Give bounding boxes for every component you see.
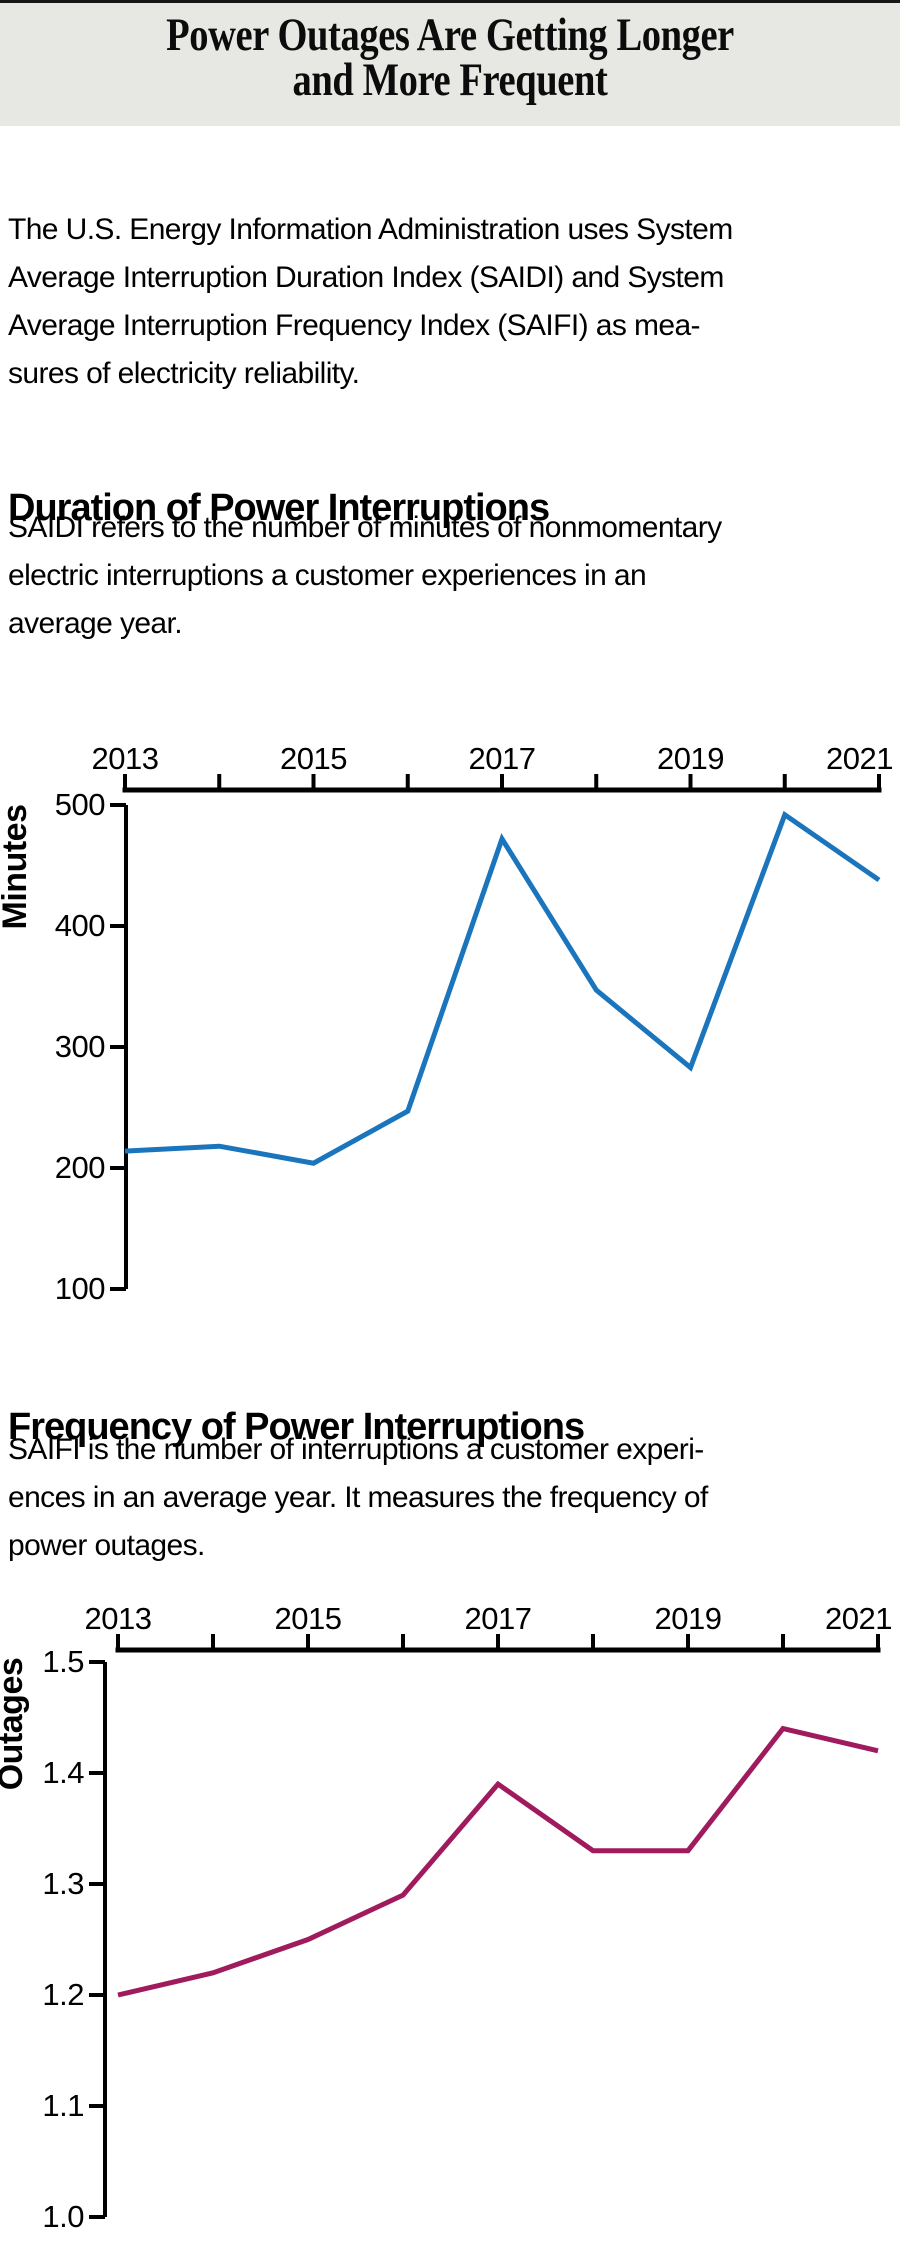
intro-line: Average Interruption Duration Index (SAI… <box>8 261 724 294</box>
y-tick-label: 1.1 <box>42 2088 84 2123</box>
y-tick-label: 1.0 <box>42 2199 84 2234</box>
intro-line: sures of electricity reliability. <box>8 357 360 390</box>
y-axis-title: Minutes <box>0 805 34 930</box>
y-tick-label: 400 <box>55 908 105 943</box>
x-tick-label: 2021 <box>825 1601 892 1636</box>
saidi-description: SAIDI refers to the number of minutes of… <box>8 504 894 648</box>
x-tick-label: 2013 <box>85 1601 152 1636</box>
section-heading-duration: Duration of Power Interruptions <box>8 486 550 529</box>
intro-line: The U.S. Energy Information Administrati… <box>8 213 733 246</box>
x-tick-label: 2019 <box>657 741 724 776</box>
saidi-description-line: SAIDI refers to the number of minutes of… <box>8 511 722 544</box>
header-banner: Power Outages Are Getting Longer and Mor… <box>0 3 900 126</box>
y-tick-label: 300 <box>55 1029 105 1064</box>
y-tick-label: 1.3 <box>42 1866 84 1901</box>
section-heading-frequency: Frequency of Power Interruptions <box>8 1405 585 1448</box>
top-border <box>0 0 900 3</box>
y-tick-label: 1.2 <box>42 1977 84 2012</box>
page-title-line-1: Power Outages Are Getting Longer <box>166 9 734 61</box>
y-tick-label: 1.4 <box>42 1755 84 1790</box>
saifi-description: SAIFI is the number of interruptions a c… <box>8 1426 894 1570</box>
x-tick-label: 2015 <box>275 1601 342 1636</box>
intro-line: Average Interruption Frequency Index (SA… <box>8 309 701 342</box>
y-tick-label: 100 <box>55 1271 105 1306</box>
y-tick-label: 200 <box>55 1150 105 1185</box>
saidi-line-chart: 2013 2015 2017 2019 2021 500 400 300 200 100 Minut… <box>0 741 894 1306</box>
data-line <box>117 1725 879 1998</box>
x-tick-label: 2013 <box>92 741 159 776</box>
x-tick-label: 2017 <box>465 1601 532 1636</box>
saifi-description-line: ences in an average year. It measures th… <box>8 1481 708 1514</box>
y-tick-label: 1.5 <box>42 1644 84 1679</box>
y-tick-label: 500 <box>55 787 105 822</box>
x-tick-label: 2021 <box>826 741 893 776</box>
saifi-description-line: power outages. <box>8 1529 205 1562</box>
intro-paragraph: The U.S. Energy Information Administrati… <box>8 206 894 398</box>
saifi-line-chart: 2013 2015 2017 2019 2021 1.5 1.4 1.3 1.2 1.1 1.0 Ou… <box>0 1601 893 2234</box>
y-axis-title: Outages <box>0 1658 30 1791</box>
saidi-description-line: average year. <box>8 607 183 640</box>
saifi-description-line: SAIFI is the number of interruptions a c… <box>8 1433 704 1466</box>
saidi-description-line: electric interruptions a customer experi… <box>8 559 647 592</box>
x-tick-label: 2019 <box>655 1601 722 1636</box>
x-tick-label: 2017 <box>469 741 536 776</box>
data-line <box>124 810 881 1166</box>
page-title-line-2: and More Frequent <box>292 54 608 106</box>
x-tick-label: 2015 <box>280 741 347 776</box>
